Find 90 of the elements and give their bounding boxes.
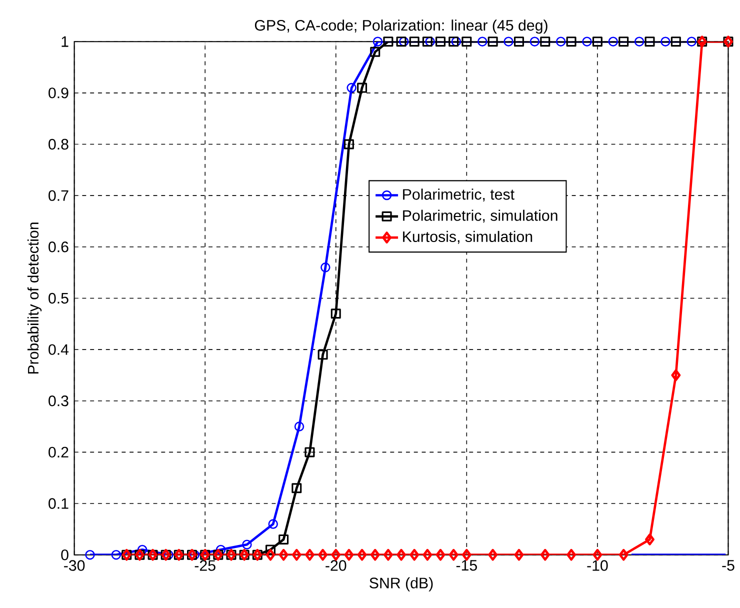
point (383, 548, 393, 561)
point (278, 548, 288, 561)
y-tick-label: 0.3 (48, 395, 68, 406)
point (488, 36, 498, 46)
point (330, 308, 341, 318)
point (436, 36, 446, 46)
point (504, 36, 514, 46)
legend-label: Kurtosis, simulation (403, 230, 532, 244)
point (592, 548, 602, 561)
point (514, 36, 524, 46)
point (556, 36, 566, 46)
point (670, 36, 681, 46)
y-tick-label: 0.8 (48, 138, 68, 150)
point (436, 548, 446, 561)
point (448, 36, 459, 46)
point (344, 548, 354, 561)
point (396, 548, 406, 561)
point (304, 447, 315, 458)
point (357, 82, 368, 93)
point (660, 36, 670, 46)
point (383, 36, 394, 46)
point (357, 548, 367, 561)
x-tick-label: -20 (326, 560, 346, 571)
point (111, 550, 122, 560)
legend-label: Polarimetric, simulation (403, 210, 558, 223)
y-tick-label: 1 (62, 36, 68, 47)
point (477, 36, 488, 46)
chart-title: GPS, CA-code; Polarization: linear (45 deg) (254, 19, 548, 34)
point (540, 36, 550, 46)
y-tick-label: 0 (61, 549, 68, 560)
x-tick-label: -30 (64, 560, 85, 571)
point (304, 548, 314, 561)
y-tick-label: 0.9 (48, 87, 68, 98)
point (530, 36, 540, 46)
point (582, 36, 592, 46)
point (462, 36, 472, 46)
point (422, 548, 432, 561)
x-tick-label: -5 (722, 560, 734, 571)
point (370, 548, 380, 561)
point (645, 533, 654, 546)
point (292, 548, 302, 561)
x-axis-title: SNR (dB) (370, 577, 433, 592)
point (566, 548, 576, 561)
point (686, 36, 696, 46)
point (266, 548, 276, 561)
point (409, 36, 420, 46)
point (268, 519, 278, 529)
point (396, 36, 406, 46)
legend-label: Polarimetric, test (403, 188, 514, 202)
point (292, 482, 302, 493)
point (294, 421, 304, 432)
point (85, 550, 95, 560)
point (370, 46, 380, 57)
y-tick-label: 0.5 (48, 292, 68, 304)
point (216, 544, 226, 554)
point (462, 548, 472, 561)
point (566, 36, 576, 46)
point (318, 548, 328, 561)
y-tick-label: 0.4 (48, 344, 69, 355)
point (422, 36, 432, 46)
y-tick-label: 0.2 (48, 446, 68, 458)
point (344, 139, 354, 150)
point (410, 548, 420, 561)
x-tick-label: -15 (456, 560, 477, 571)
point (320, 262, 330, 272)
point (372, 36, 383, 46)
point (242, 540, 252, 550)
point (137, 544, 148, 554)
point (346, 82, 356, 92)
point (608, 36, 618, 46)
point (644, 36, 655, 46)
point (331, 548, 341, 561)
point (318, 350, 328, 360)
point (592, 36, 602, 46)
point (514, 548, 524, 561)
point (618, 548, 628, 561)
point (278, 534, 289, 544)
y-axis-title: Probability of detection (27, 222, 42, 374)
y-tick-label: 0.7 (48, 190, 68, 201)
point (634, 36, 644, 46)
point (671, 369, 681, 381)
point (488, 548, 498, 561)
y-tick-label: 0.6 (48, 241, 68, 252)
point (448, 548, 458, 561)
point (540, 548, 550, 561)
x-tick-label: -10 (587, 560, 608, 571)
x-tick-label: -25 (194, 560, 216, 571)
point (265, 544, 276, 555)
point (618, 36, 629, 46)
y-tick-label: 0.1 (48, 498, 68, 509)
